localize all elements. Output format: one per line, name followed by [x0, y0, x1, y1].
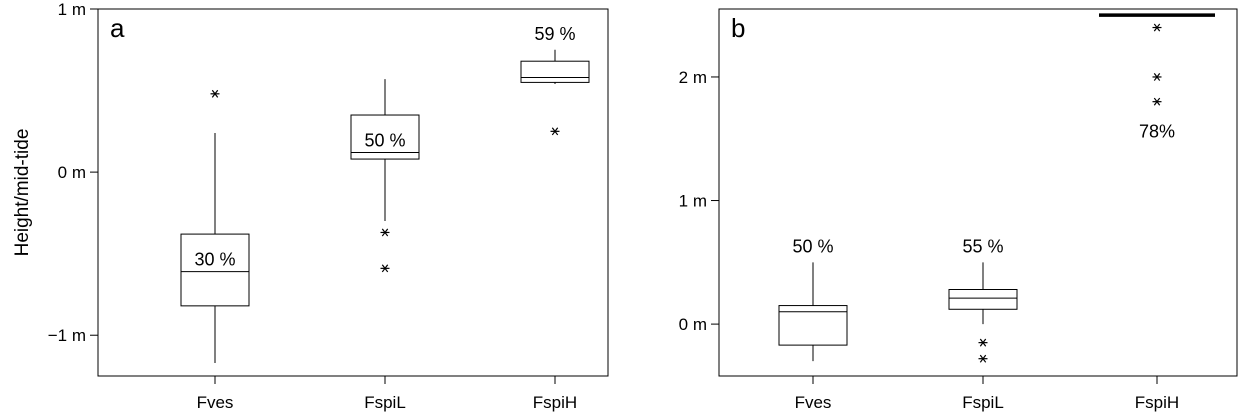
box-FspiL: 55 %	[948, 236, 1018, 363]
outlier-stroke	[979, 338, 987, 347]
percent-annotation: 30 %	[194, 250, 235, 270]
plot-frame	[718, 8, 1238, 377]
panel-a: a 1 m 0 m −1 m Height/mid-tide Fves FspiL FspiH…	[12, 0, 609, 412]
x-tick-label: Fves	[197, 393, 234, 412]
box-iqr	[520, 60, 590, 83]
box-Fves: 30 %	[180, 89, 250, 363]
x-tick-label: FspiL	[962, 393, 1004, 412]
outlier-stroke	[1153, 23, 1161, 32]
box-iqr	[350, 114, 420, 160]
outlier-point	[550, 127, 560, 136]
panel-letter: b	[731, 13, 745, 43]
x-tick-label: Fves	[795, 393, 832, 412]
y-tick-label: 1 m	[58, 0, 86, 19]
outlier-point	[978, 338, 988, 347]
percent-annotation: 78%	[1139, 122, 1175, 142]
box-FspiL: 50 %	[350, 79, 420, 273]
x-tick-label: FspiH	[533, 393, 577, 412]
y-tick-label: 0 m	[58, 163, 86, 182]
y-tick-label: 0 m	[679, 315, 707, 334]
outlier-stroke	[551, 127, 559, 136]
box-iqr	[180, 233, 250, 307]
y-axis-label: Height/mid-tide	[12, 129, 33, 257]
percent-annotation: 59 %	[534, 24, 575, 44]
outlier-stroke	[381, 228, 389, 237]
box-Fves: 50 %	[778, 236, 848, 362]
panel-b: b 2 m 1 m 0 m Fves FspiL FspiH 50 % 55 % 78%	[679, 8, 1238, 412]
outlier-point	[380, 228, 390, 237]
y-tick-label: −1 m	[48, 326, 86, 345]
box-FspiH: 59 %	[520, 24, 590, 136]
y-tick-label: 1 m	[679, 192, 707, 211]
outlier-point	[1152, 23, 1162, 32]
outlier-point	[978, 354, 988, 363]
outlier-stroke	[979, 354, 987, 363]
x-tick-label: FspiH	[1135, 393, 1179, 412]
outlier-point	[1152, 73, 1162, 81]
box-FspiH: 78%	[1099, 13, 1215, 142]
panel-letter: a	[110, 13, 125, 43]
percent-annotation: 55 %	[962, 236, 1003, 256]
outlier-point	[380, 264, 390, 273]
percent-annotation: 50 %	[792, 236, 833, 256]
outlier-stroke	[211, 89, 219, 98]
outlier-point	[210, 89, 220, 98]
outlier-point	[1152, 97, 1162, 106]
outlier-stroke	[1153, 73, 1161, 81]
x-tick-label: FspiL	[364, 393, 406, 412]
y-tick-label: 2 m	[679, 68, 707, 87]
plot-frame	[97, 8, 609, 377]
outlier-stroke	[381, 264, 389, 273]
box-iqr	[948, 289, 1018, 310]
percent-annotation: 50 %	[364, 131, 405, 151]
outlier-stroke	[1153, 97, 1161, 106]
